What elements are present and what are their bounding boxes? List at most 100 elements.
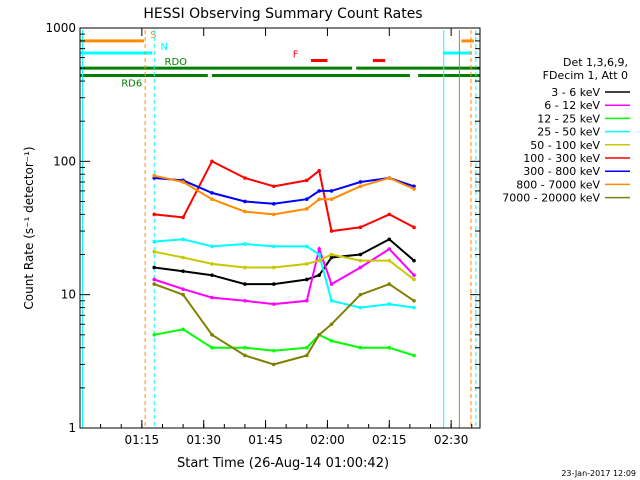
series-point [412,187,416,191]
legend-header: FDecim 1, Att 0 [543,69,628,82]
series-lines [152,159,416,367]
series-point [412,277,416,282]
flag-label-f: F [293,50,299,61]
series-point [210,345,214,350]
series-point [152,239,157,244]
legend-label: 3 - 6 keV [551,86,600,99]
series-line-5 [154,159,415,233]
series-point [329,322,334,327]
y-tick-label: 1000 [45,21,76,35]
series-point [358,292,363,297]
series-point [305,197,309,201]
series-point [152,212,157,217]
series-point [412,225,416,230]
series-point [305,353,309,358]
series-point [152,173,157,178]
series-point [210,333,214,337]
series-point [181,215,185,220]
series-point [317,333,321,337]
x-tick-label: 02:15 [372,433,407,447]
series-point [272,184,276,189]
series-point [272,244,276,249]
y-axis-label: Count Rate (s⁻¹ detector⁻¹) [22,146,36,309]
series-point [387,345,392,350]
series-point [358,180,363,184]
series-point [243,199,247,204]
x-tick-label: 01:30 [186,433,221,447]
series-point [329,229,334,233]
series-point [272,348,276,353]
flag-label-s: S [150,30,156,41]
series-point [152,249,157,254]
series-point [387,212,392,217]
series-point [317,197,321,201]
series-point [329,339,334,343]
series-line-8 [153,282,415,366]
legend-label: 7000 - 20000 keV [502,192,600,205]
flag-bars: SN F RDO RD6 [80,30,480,428]
series-point [243,265,247,270]
series-point [387,247,392,251]
series-line-1 [153,245,415,306]
series-line-2 [154,328,415,357]
series-point [243,353,247,358]
series-point [358,345,363,350]
series-point [210,295,214,300]
series-point [329,282,334,286]
series-point [152,277,157,282]
series-point [152,265,157,270]
series-point [358,265,363,270]
series-point [387,302,392,306]
series-point [181,269,185,273]
series-point [412,258,416,263]
series-point [305,262,309,266]
x-tick-label: 02:00 [310,433,345,447]
series-point [317,189,321,193]
series-point [181,237,185,242]
series-point [243,282,247,286]
axes: 01:15 01:30 01:45 02:00 02:15 02:30 1 10 100 1000 [45,21,480,447]
series-point [152,333,157,337]
legend-label: 25 - 50 keV [537,126,600,139]
legend-header: Det 1,3,6,9, [563,56,628,69]
series-point [210,262,214,266]
series-point [317,247,321,251]
series-point [329,197,334,201]
series-point [387,258,392,263]
series-point [305,345,309,350]
series-point [305,277,309,282]
series-point [387,282,392,286]
x-axis-label: Start Time (26-Aug-14 01:00:42) [177,456,389,471]
series-point [358,305,363,310]
x-tick-label: 01:45 [248,433,283,447]
series-point [358,252,363,257]
series-point [412,273,416,277]
series-point [358,225,363,230]
series-point [317,273,321,277]
series-point [243,345,247,350]
plot-frame [79,27,481,429]
series-point [358,184,363,189]
legend-label: 12 - 25 keV [537,112,600,125]
series-point [329,252,334,257]
series-point [181,180,185,184]
series-point [412,353,416,358]
series-point [181,292,185,297]
flag-label-rdo: RDO [165,57,188,68]
legend-label: 800 - 7000 keV [516,178,600,191]
series-point [272,302,276,306]
series-point [210,197,214,201]
series-point [305,207,309,211]
series-point [210,244,214,249]
series-point [329,255,334,260]
footer-date: 23-Jan-2017 12:09 [561,469,636,478]
series-point [272,265,276,270]
flag-label-n: N [160,42,167,53]
series-point [412,184,416,189]
series-point [317,168,321,173]
y-tick-label: 1 [68,421,76,435]
series-point [243,176,247,180]
series-point [272,212,276,217]
series-point [272,282,276,286]
